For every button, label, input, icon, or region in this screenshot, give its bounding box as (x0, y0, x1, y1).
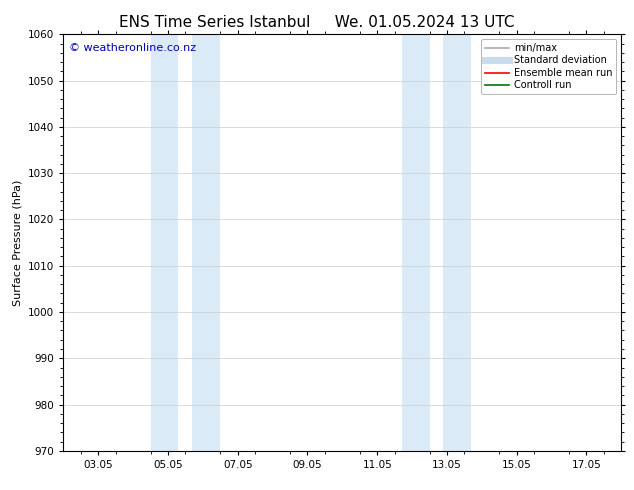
Bar (150, 34, 179, 451)
Legend: min/max, Standard deviation, Ensemble mean run, Controll run: min/max, Standard deviation, Ensemble me… (481, 39, 616, 94)
Bar (444, 34, 471, 451)
Bar (192, 34, 220, 451)
Y-axis label: Surface Pressure (hPa): Surface Pressure (hPa) (13, 179, 23, 306)
Text: ENS Time Series Istanbul     We. 01.05.2024 13 UTC: ENS Time Series Istanbul We. 01.05.2024 … (119, 15, 515, 30)
Text: © weatheronline.co.nz: © weatheronline.co.nz (69, 43, 196, 52)
Bar (402, 34, 429, 451)
